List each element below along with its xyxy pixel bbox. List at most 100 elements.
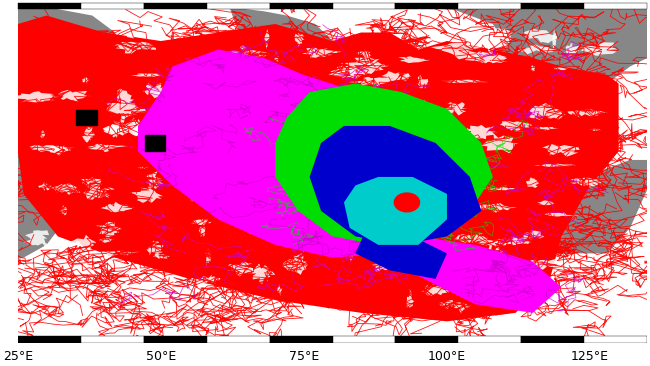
Polygon shape xyxy=(60,205,68,216)
Polygon shape xyxy=(81,177,102,189)
Bar xyxy=(81,336,144,343)
Polygon shape xyxy=(348,99,395,109)
Polygon shape xyxy=(410,143,441,154)
Polygon shape xyxy=(480,133,519,154)
Polygon shape xyxy=(331,163,367,171)
Polygon shape xyxy=(526,177,540,188)
Polygon shape xyxy=(320,122,335,139)
Polygon shape xyxy=(552,67,569,70)
Polygon shape xyxy=(146,171,163,190)
Polygon shape xyxy=(488,243,492,255)
Polygon shape xyxy=(580,42,618,56)
Polygon shape xyxy=(370,166,380,186)
Polygon shape xyxy=(559,272,597,283)
Polygon shape xyxy=(419,3,647,143)
Polygon shape xyxy=(269,297,275,317)
Polygon shape xyxy=(82,127,95,143)
Polygon shape xyxy=(66,246,77,263)
Polygon shape xyxy=(381,192,395,197)
Polygon shape xyxy=(205,247,211,266)
Polygon shape xyxy=(499,121,532,131)
Polygon shape xyxy=(176,278,209,286)
Polygon shape xyxy=(590,128,602,131)
Polygon shape xyxy=(438,300,458,310)
Polygon shape xyxy=(71,241,83,254)
Polygon shape xyxy=(528,103,566,120)
Polygon shape xyxy=(415,158,432,170)
Bar xyxy=(584,336,647,343)
Polygon shape xyxy=(143,298,163,308)
Polygon shape xyxy=(58,90,92,101)
Bar xyxy=(521,336,584,343)
Polygon shape xyxy=(18,15,619,321)
Polygon shape xyxy=(293,195,330,203)
Polygon shape xyxy=(194,81,243,96)
Polygon shape xyxy=(264,224,269,236)
Polygon shape xyxy=(346,115,380,124)
Polygon shape xyxy=(354,53,381,68)
Polygon shape xyxy=(0,3,138,266)
Polygon shape xyxy=(390,236,562,313)
Polygon shape xyxy=(465,51,507,64)
Polygon shape xyxy=(317,189,349,208)
Polygon shape xyxy=(309,126,481,245)
Polygon shape xyxy=(441,80,489,83)
Bar xyxy=(458,336,521,343)
Polygon shape xyxy=(344,177,447,245)
Polygon shape xyxy=(53,291,60,307)
Polygon shape xyxy=(333,67,371,78)
Polygon shape xyxy=(278,215,301,233)
Polygon shape xyxy=(536,201,556,205)
Polygon shape xyxy=(198,62,209,64)
Polygon shape xyxy=(41,284,47,297)
Polygon shape xyxy=(387,203,445,216)
Polygon shape xyxy=(265,29,269,49)
Polygon shape xyxy=(399,177,443,180)
Polygon shape xyxy=(515,160,650,253)
Polygon shape xyxy=(417,75,428,89)
Polygon shape xyxy=(237,136,278,141)
Bar xyxy=(395,3,458,9)
Polygon shape xyxy=(67,274,96,281)
Polygon shape xyxy=(103,124,125,138)
Polygon shape xyxy=(188,194,194,204)
Polygon shape xyxy=(229,7,333,83)
Polygon shape xyxy=(224,183,232,198)
Polygon shape xyxy=(179,287,215,293)
Polygon shape xyxy=(190,219,211,226)
Polygon shape xyxy=(523,29,558,43)
Polygon shape xyxy=(162,301,196,318)
Polygon shape xyxy=(410,98,429,110)
Polygon shape xyxy=(257,76,265,93)
Bar xyxy=(18,336,81,343)
Polygon shape xyxy=(227,261,261,277)
Polygon shape xyxy=(315,110,324,124)
Polygon shape xyxy=(403,174,450,188)
Polygon shape xyxy=(486,283,515,292)
Bar xyxy=(207,3,270,9)
Polygon shape xyxy=(169,166,176,183)
Bar xyxy=(76,110,97,125)
Polygon shape xyxy=(302,48,341,58)
Polygon shape xyxy=(271,91,301,100)
Bar xyxy=(18,3,81,9)
Polygon shape xyxy=(530,276,549,286)
Polygon shape xyxy=(277,284,283,296)
Circle shape xyxy=(395,193,419,212)
Polygon shape xyxy=(40,130,46,138)
Polygon shape xyxy=(297,146,314,152)
Polygon shape xyxy=(112,116,129,138)
Polygon shape xyxy=(380,71,412,81)
Polygon shape xyxy=(146,240,163,255)
Polygon shape xyxy=(228,89,254,101)
Polygon shape xyxy=(38,182,51,191)
Polygon shape xyxy=(340,58,389,74)
Bar xyxy=(145,135,166,150)
Polygon shape xyxy=(103,124,129,135)
Polygon shape xyxy=(203,182,218,194)
Polygon shape xyxy=(177,115,210,131)
Polygon shape xyxy=(450,302,473,314)
Polygon shape xyxy=(29,145,75,152)
Polygon shape xyxy=(531,127,559,131)
Bar xyxy=(584,3,647,9)
